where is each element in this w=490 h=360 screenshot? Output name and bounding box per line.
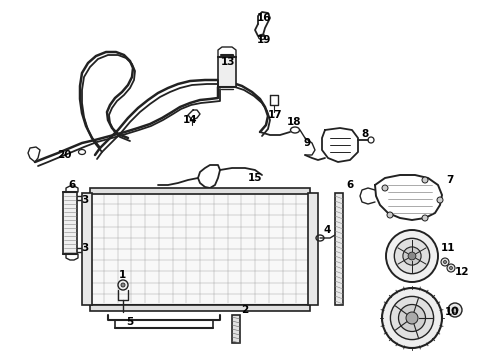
Circle shape (406, 312, 418, 324)
Circle shape (422, 215, 428, 221)
Text: 9: 9 (303, 138, 311, 148)
Bar (335, 193, 343, 305)
Text: 2: 2 (242, 305, 248, 315)
Bar (90, 305, 310, 311)
Circle shape (403, 247, 421, 265)
Bar (232, 315, 240, 343)
Bar (218, 57, 236, 87)
Circle shape (448, 303, 462, 317)
Circle shape (386, 230, 438, 282)
Bar (82, 193, 92, 305)
Text: 20: 20 (57, 150, 71, 160)
Text: 14: 14 (183, 115, 197, 125)
Circle shape (441, 258, 449, 266)
Circle shape (408, 252, 416, 260)
Text: 19: 19 (257, 35, 271, 45)
Text: 6: 6 (69, 180, 75, 190)
Text: 7: 7 (446, 175, 454, 185)
Circle shape (437, 197, 443, 203)
Bar (308, 193, 318, 305)
Bar (63, 192, 77, 254)
Circle shape (118, 280, 128, 290)
Circle shape (398, 305, 425, 332)
Text: 4: 4 (323, 225, 331, 235)
Circle shape (121, 283, 125, 287)
Bar (90, 193, 310, 305)
Text: 3: 3 (81, 195, 89, 205)
Circle shape (452, 307, 458, 313)
Text: 5: 5 (126, 317, 134, 327)
Bar (90, 188, 310, 194)
Circle shape (382, 185, 388, 191)
Text: 18: 18 (287, 117, 301, 127)
Circle shape (394, 238, 430, 274)
Circle shape (422, 177, 428, 183)
Text: 16: 16 (257, 13, 271, 23)
Text: 13: 13 (221, 57, 235, 67)
Text: 3: 3 (81, 243, 89, 253)
Text: 6: 6 (346, 180, 354, 190)
Circle shape (443, 261, 446, 264)
Circle shape (447, 264, 455, 272)
Text: 15: 15 (248, 173, 262, 183)
Text: 17: 17 (268, 110, 282, 120)
Text: 8: 8 (362, 129, 368, 139)
Text: 1: 1 (119, 270, 125, 280)
Text: 12: 12 (455, 267, 469, 277)
Circle shape (387, 212, 393, 218)
Circle shape (391, 296, 434, 339)
Text: 10: 10 (445, 307, 459, 317)
Circle shape (449, 266, 452, 270)
Text: 11: 11 (441, 243, 455, 253)
Circle shape (382, 288, 442, 348)
